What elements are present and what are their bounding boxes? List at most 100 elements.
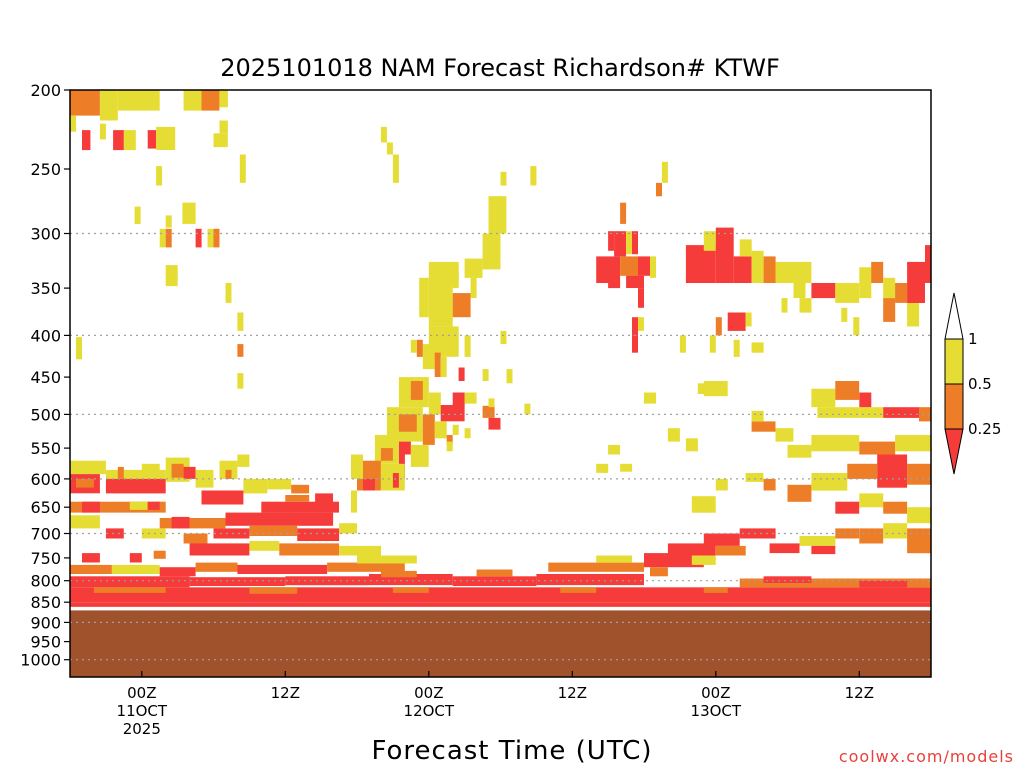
ri-cell (380, 463, 405, 491)
ground-fill (70, 610, 931, 677)
ri-cell (237, 344, 244, 357)
ri-cell (895, 435, 931, 452)
ri-cell (380, 448, 393, 461)
y-tick-label: 800 (30, 572, 61, 591)
ri-cell (751, 410, 764, 422)
ri-cell (685, 438, 698, 452)
ri-cell (237, 564, 328, 574)
ri-cell (877, 454, 908, 488)
x-tick-label: 00Z (414, 684, 443, 702)
ri-cell (123, 130, 136, 151)
ri-cell (70, 602, 931, 609)
ri-cell (650, 256, 656, 278)
y-tick-label: 900 (30, 613, 61, 632)
ri-cell (357, 555, 417, 564)
ri-cell (392, 154, 399, 183)
ri-cell (608, 283, 621, 289)
ri-cell (129, 501, 148, 510)
ri-cell (147, 501, 160, 510)
ri-cell (745, 312, 752, 327)
ri-cell (626, 231, 633, 255)
ri-cell (835, 283, 860, 303)
ri-cell (560, 587, 597, 593)
ri-cell (428, 283, 453, 327)
ri-cell (769, 543, 800, 554)
ri-cell (380, 126, 387, 143)
ri-cell (883, 523, 908, 539)
ri-cell (159, 567, 196, 577)
ri-cell (261, 501, 339, 513)
ri-cell (799, 536, 836, 546)
ri-cell (859, 493, 884, 508)
ri-cell (70, 576, 190, 588)
ri-cell (811, 435, 860, 452)
ri-cell (596, 256, 621, 283)
ri-cell (488, 417, 501, 430)
y-tick-label: 600 (30, 470, 61, 489)
ri-cell (685, 245, 716, 283)
y-tick-label: 200 (30, 81, 61, 100)
ri-cell (715, 317, 722, 336)
y-tick-label: 850 (30, 593, 61, 612)
ri-cell (751, 421, 776, 432)
ri-cell (799, 298, 812, 313)
legend-label-0-25: 0.25 (968, 420, 1001, 438)
plot-frame (69, 89, 932, 678)
ri-cell (434, 421, 447, 439)
ri-cell (775, 261, 812, 283)
ri-cell (452, 293, 471, 318)
ri-cell (195, 228, 202, 248)
ri-cell (239, 154, 246, 183)
ri-cell (703, 533, 740, 546)
ri-cell (907, 507, 931, 524)
ri-cell (183, 533, 208, 544)
ri-cell (464, 258, 483, 278)
ri-cell (428, 392, 441, 415)
ri-cell (763, 478, 776, 491)
ri-cell (171, 463, 184, 478)
ri-cell (422, 344, 435, 370)
ri-cell (883, 298, 896, 322)
ri-cell (488, 398, 495, 408)
ri-cell (452, 392, 465, 406)
ri-cell (883, 407, 920, 418)
ri-cell (369, 574, 453, 586)
ri-cell (835, 528, 860, 539)
ri-cell (638, 317, 644, 331)
ri-cell (500, 330, 507, 345)
y-tick-label: 400 (30, 326, 61, 345)
ri-cell (632, 231, 638, 255)
ri-cell (339, 523, 357, 534)
y-tick-label: 350 (30, 279, 61, 298)
ri-cell (225, 283, 232, 303)
ri-cell (141, 528, 166, 539)
ri-cell (458, 367, 465, 381)
ri-cell (482, 233, 501, 270)
ri-cell (207, 228, 214, 248)
legend-bin-mid (944, 383, 964, 430)
credit-text: coolwx.com/models (839, 747, 1014, 766)
ri-cell (452, 576, 537, 586)
ri-cell (482, 405, 495, 418)
ri-cell (213, 528, 250, 539)
ri-cell (351, 490, 357, 513)
ri-cell (787, 444, 812, 458)
ri-cell (907, 528, 931, 554)
y-tick-label: 1000 (20, 651, 61, 670)
ri-cell (440, 405, 465, 422)
ri-cell (703, 231, 716, 251)
ri-cell (715, 545, 746, 556)
ri-cell (524, 403, 531, 415)
ri-cell (213, 228, 220, 248)
ri-cell (859, 528, 884, 544)
ri-cell (656, 182, 662, 197)
ri-cell (608, 231, 615, 251)
legend-arrow-top (944, 292, 964, 340)
ri-cell (793, 277, 806, 298)
ri-cell (464, 335, 471, 357)
ri-cell (351, 454, 363, 479)
ri-cell (620, 463, 633, 472)
ri-cell (416, 339, 423, 357)
ri-cell (859, 267, 872, 299)
ri-cell (82, 501, 100, 513)
